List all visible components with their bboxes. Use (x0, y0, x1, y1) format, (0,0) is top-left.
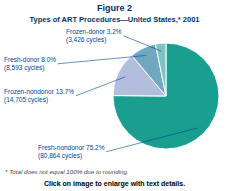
leader-line (106, 128, 198, 152)
leader-line (76, 77, 125, 96)
pie (113, 43, 219, 149)
slice-label: Frozen-nondonor 13.7%(14,705 cycles) (4, 88, 74, 104)
bottom-text: Click on image to enlarge with text deta… (44, 180, 185, 188)
slice-labels: Fresh-nondonor 75.2%(80,864 cycles) Froze… (4, 28, 198, 160)
slice-label: Fresh-nondonor 75.2%(80,864 cycles) (38, 144, 105, 160)
chart: Figure 2 Types of ART Procedures—United S… (0, 0, 229, 191)
slice-label: Fresh-donor 8.0%(8,593 cycles) (4, 56, 56, 72)
title: Figure 2 (97, 3, 132, 13)
leader-line (58, 55, 147, 63)
subtitle: Types of ART Procedures—United States,* … (29, 15, 199, 24)
footnote: * Total does not equal 100% due to round… (5, 168, 129, 175)
leader-line (123, 36, 161, 51)
pie-slice (113, 43, 219, 149)
slice-label: Frozen-donor 3.2%(3,426 cycles) (66, 28, 122, 44)
